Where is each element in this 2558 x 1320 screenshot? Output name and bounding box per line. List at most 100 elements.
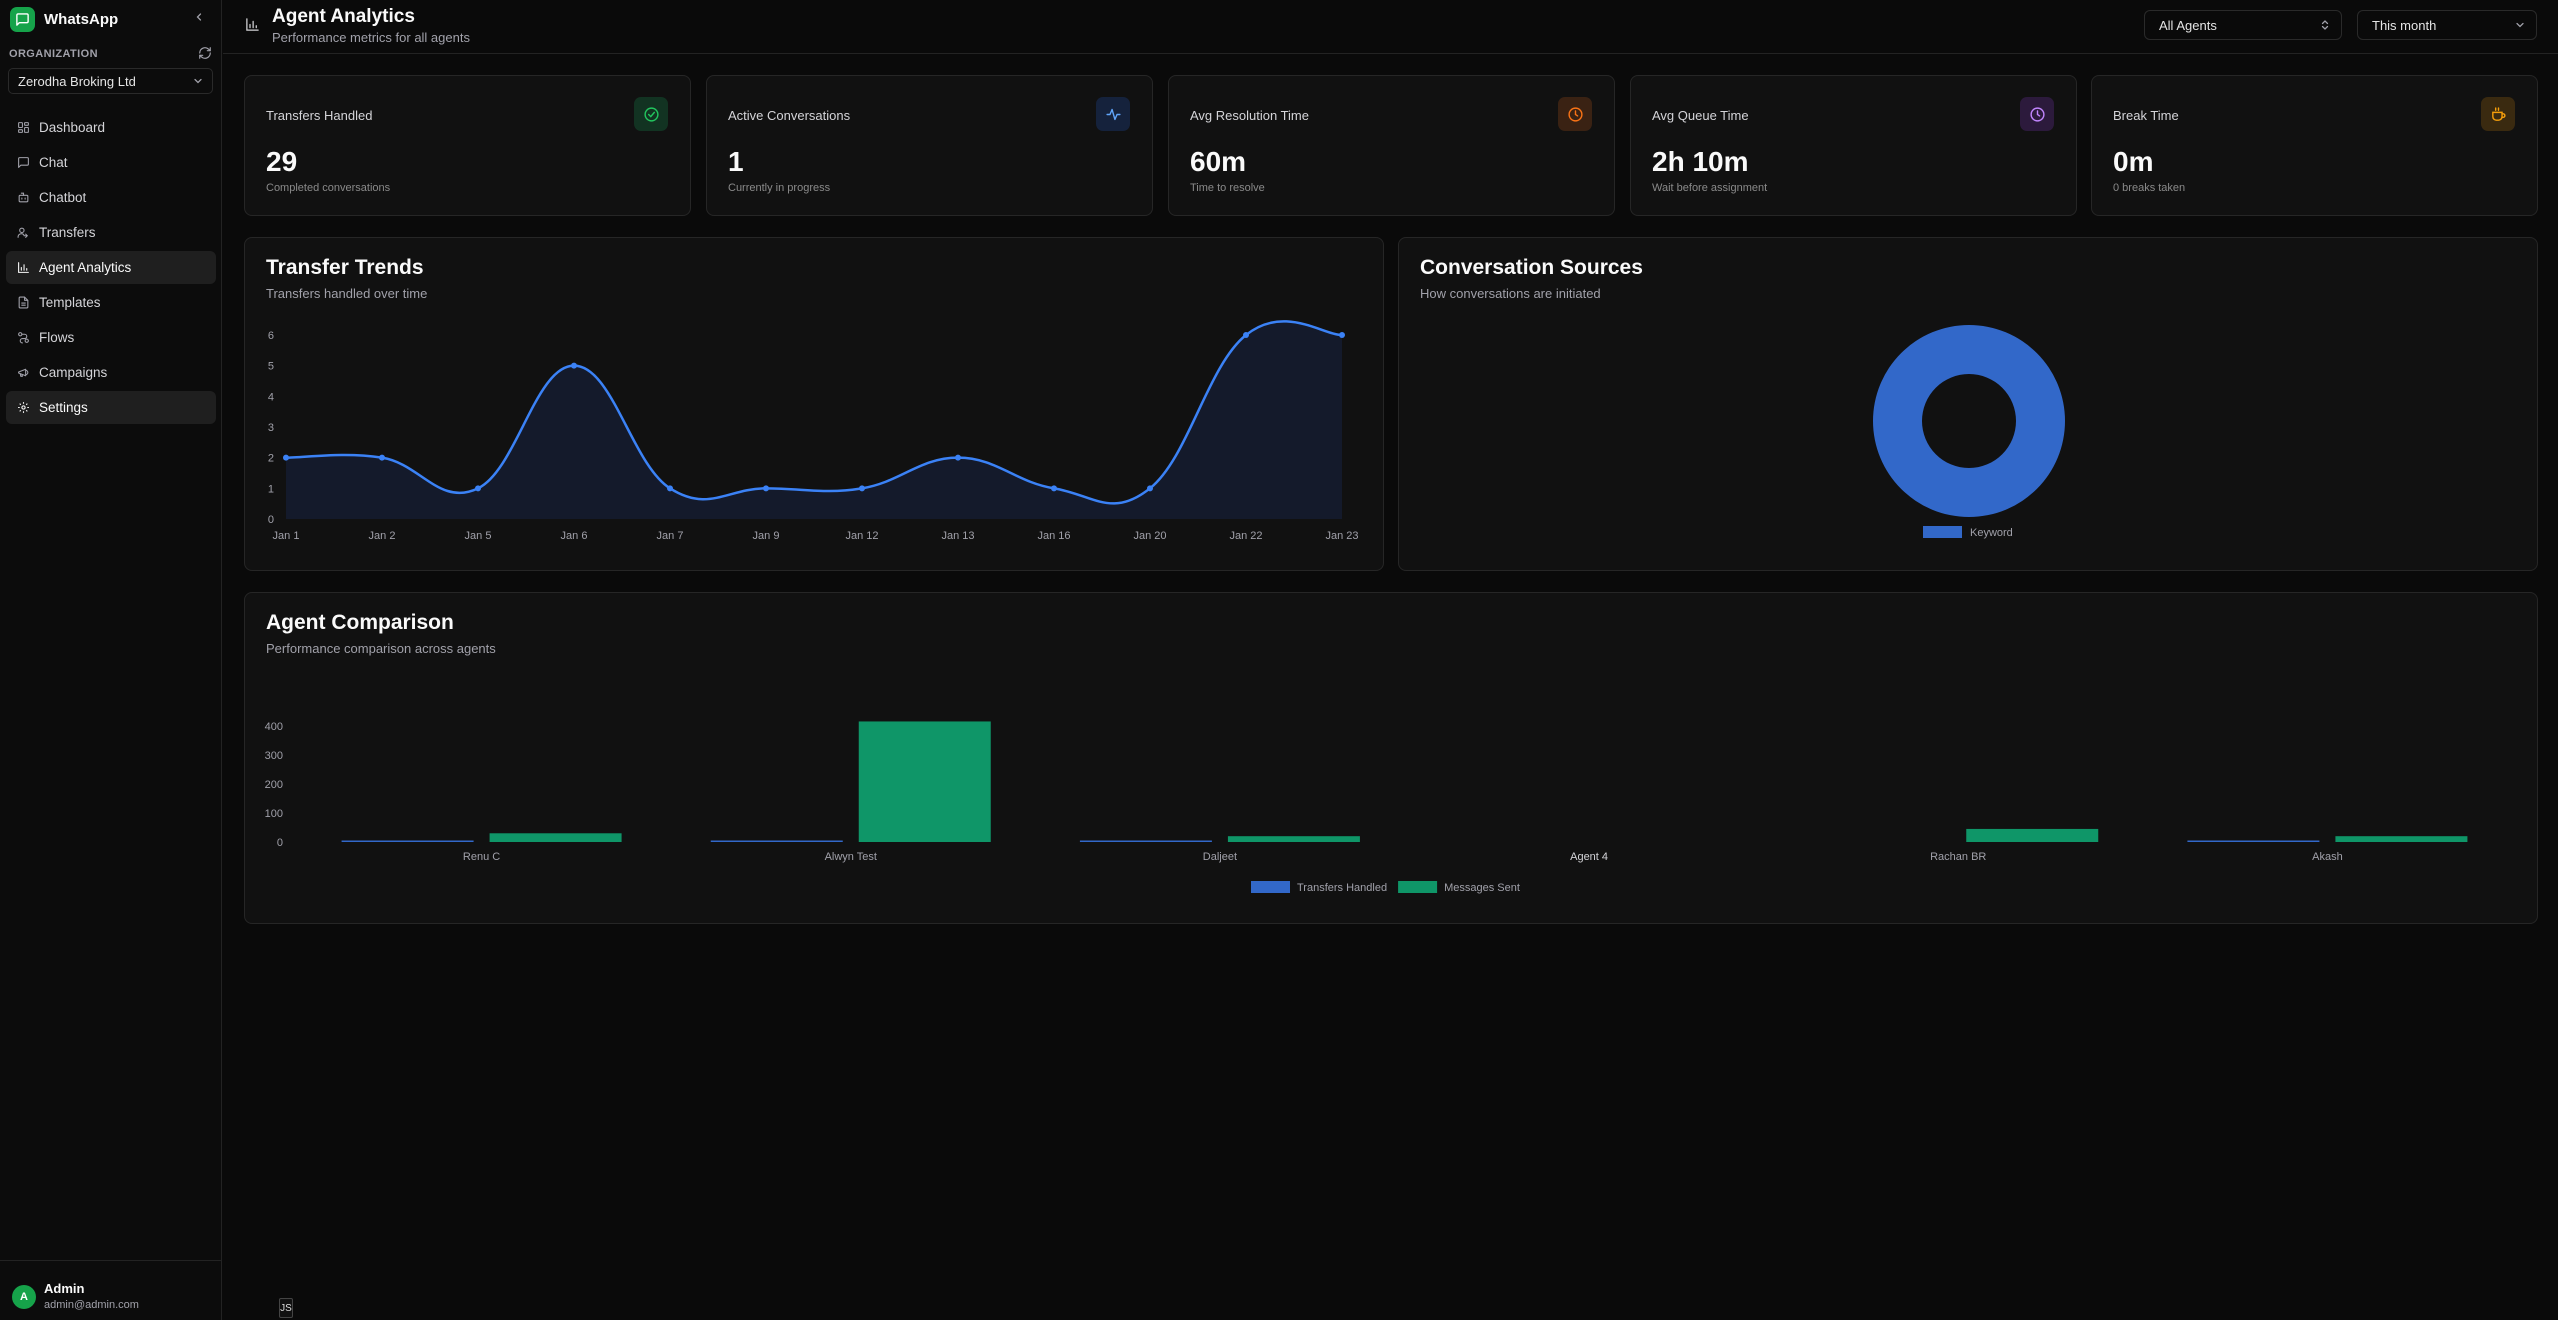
x-tick-label: Jan 13	[941, 530, 974, 542]
conversation-sources-card: Conversation Sources How conversations a…	[1398, 237, 2538, 571]
sidebar: WhatsApp ORGANIZATION Zerodha Broking Lt…	[0, 0, 222, 1320]
avatar: A	[12, 1285, 36, 1309]
x-tick-label: Akash	[2312, 851, 2343, 863]
agent-comparison-chart: 0 100 200 300 400 Renu C Alwyn Test Daljeet Agen…	[265, 721, 2468, 894]
coffee-icon	[2481, 97, 2515, 131]
page-header: Agent Analytics Performance metrics for …	[223, 0, 2558, 54]
bar	[858, 721, 991, 842]
clock-icon	[1558, 97, 1592, 131]
bar	[710, 840, 843, 842]
agent-filter-select[interactable]: All Agents	[2144, 10, 2342, 40]
sidebar-item-chatbot[interactable]: Chatbot	[6, 181, 216, 214]
trend-point	[763, 485, 769, 492]
sidebar-item-campaigns[interactable]: Campaigns	[6, 356, 216, 389]
trend-point	[379, 454, 385, 461]
stat-label: Break Time	[2113, 108, 2179, 123]
clock-icon	[2020, 97, 2054, 131]
bar	[341, 840, 474, 842]
sidebar-item-label: Dashboard	[39, 120, 106, 135]
file-icon	[15, 295, 31, 311]
conversation-sources-chart: Keyword	[1873, 325, 2065, 539]
y-tick-label: 400	[265, 721, 283, 733]
panel-title: Conversation Sources	[1420, 256, 1643, 279]
trend-point	[859, 485, 865, 492]
trend-point	[283, 454, 289, 461]
bot-icon	[15, 190, 31, 206]
brand[interactable]: WhatsApp	[10, 6, 118, 32]
trend-point	[1147, 485, 1153, 492]
agent-filter-value: All Agents	[2159, 17, 2217, 33]
x-tick-label: Jan 12	[845, 530, 878, 542]
megaphone-icon	[15, 365, 31, 381]
organization-select[interactable]: Zerodha Broking Ltd	[8, 68, 213, 94]
refresh-icon[interactable]	[198, 46, 214, 62]
chevron-down-icon	[2514, 19, 2526, 34]
x-tick-label: Renu C	[463, 851, 500, 863]
sidebar-item-chat[interactable]: Chat	[6, 146, 216, 179]
x-tick-label: Jan 2	[369, 530, 396, 542]
activity-icon	[1096, 97, 1130, 131]
user-email: admin@admin.com	[44, 1299, 139, 1311]
collapse-sidebar-button[interactable]	[191, 9, 207, 25]
trend-point	[1339, 332, 1345, 338]
bar	[2335, 836, 2468, 842]
trend-point	[667, 485, 673, 492]
x-tick-label: Jan 20	[1133, 530, 1166, 542]
sidebar-item-label: Settings	[39, 400, 88, 415]
stat-description: 0 breaks taken	[2113, 182, 2186, 194]
dashboard-icon	[15, 120, 31, 136]
transfer-trends-card: Transfer Trends Transfers handled over t…	[244, 237, 1384, 571]
sidebar-item-label: Campaigns	[39, 365, 108, 380]
x-tick-label: Jan 6	[561, 530, 588, 542]
panel-subtitle: Performance comparison across agents	[266, 641, 496, 656]
sidebar-item-label: Agent Analytics	[39, 260, 132, 275]
page-title: Agent Analytics	[272, 6, 415, 27]
js-badge: JS	[279, 1298, 293, 1318]
transfer-trends-chart: 0 1 2 3 4 5 6 Jan 1 Jan 2 Jan 5 Jan 6 Jan 7 Jan 9 Jan…	[268, 320, 1359, 542]
pie-slice	[1873, 325, 2065, 517]
sidebar-item-flows[interactable]: Flows	[6, 321, 216, 354]
x-tick-label: Jan 16	[1037, 530, 1070, 542]
period-filter-value: This month	[2372, 17, 2437, 33]
x-tick-label: Jan 5	[465, 530, 492, 542]
stat-description: Currently in progress	[728, 182, 831, 194]
x-tick-label: Daljeet	[1203, 851, 1237, 863]
bar	[1227, 836, 1360, 842]
x-tick-label: Jan 23	[1325, 530, 1358, 542]
x-tick-label: Jan 1	[273, 530, 300, 542]
bar	[2187, 840, 2320, 842]
legend-label: Keyword	[1970, 527, 2013, 539]
sidebar-item-settings[interactable]: Settings	[6, 391, 216, 424]
stat-value: 2h 10m	[1652, 146, 1749, 177]
chevron-up-down-icon	[2319, 19, 2331, 34]
whatsapp-logo-icon	[10, 6, 35, 32]
user-profile[interactable]: A Admin admin@admin.com	[0, 1260, 222, 1320]
trend-point	[475, 485, 481, 492]
flow-icon	[15, 330, 31, 346]
stat-label: Transfers Handled	[266, 108, 373, 123]
app-name: WhatsApp	[44, 10, 119, 28]
organization-label: ORGANIZATION	[9, 48, 98, 60]
x-tick-label: Jan 22	[1229, 530, 1262, 542]
sidebar-item-transfers[interactable]: Transfers	[6, 216, 216, 249]
sidebar-item-label: Templates	[39, 295, 101, 310]
trend-area-fill	[286, 321, 1342, 519]
legend-swatch	[1923, 526, 1962, 538]
legend-swatch	[1251, 881, 1290, 893]
sidebar-item-agent-analytics[interactable]: Agent Analytics	[6, 251, 216, 284]
stat-label: Avg Queue Time	[1652, 108, 1749, 123]
check-circle-icon	[634, 97, 668, 131]
chevron-down-icon	[192, 75, 204, 90]
period-filter-select[interactable]: This month	[2357, 10, 2537, 40]
sidebar-item-dashboard[interactable]: Dashboard	[6, 111, 216, 144]
chat-icon	[15, 155, 31, 171]
gear-icon	[15, 400, 31, 416]
legend-swatch	[1398, 881, 1438, 893]
sidebar-item-templates[interactable]: Templates	[6, 286, 216, 319]
user-name: Admin	[44, 1281, 85, 1296]
bar	[489, 833, 622, 842]
stat-card-transfers-handled: Transfers Handled 29 Completed conversat…	[244, 75, 691, 216]
stat-card-avg-resolution-time: Avg Resolution Time 60m Time to resolve	[1168, 75, 1615, 216]
bar	[1079, 840, 1212, 842]
stat-description: Time to resolve	[1190, 182, 1265, 194]
